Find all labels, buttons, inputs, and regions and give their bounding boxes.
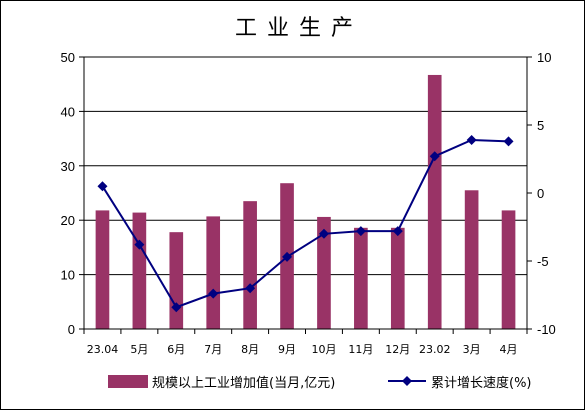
growth-point-8月: [245, 283, 256, 294]
x-tick-label: 7月: [204, 343, 222, 356]
bar-12月: [390, 227, 405, 329]
x-tick-label: 12月: [385, 343, 410, 356]
grid-layer: [84, 56, 527, 276]
growth-point-7月: [208, 288, 219, 299]
plot-area: [84, 57, 527, 329]
x-tick-label: 23.02: [419, 343, 451, 356]
y-right-tick-label: 10: [537, 50, 551, 65]
legend-label-line: 累计增长速度(%): [431, 375, 532, 391]
growth-point-10月: [318, 228, 329, 239]
bar-10月: [317, 216, 331, 329]
growth-line: [101, 138, 509, 309]
growth-point-4月: [503, 136, 514, 147]
growth-point-9月: [282, 251, 293, 262]
growth-point-12月: [392, 226, 403, 237]
bar-23.02: [427, 74, 442, 330]
x-tick-label: 10月: [311, 343, 336, 356]
line-series: [97, 134, 514, 313]
y-left-tick-label: 50: [61, 50, 75, 65]
chart-title: 工业生产: [235, 16, 363, 41]
growth-point-11月: [355, 226, 366, 237]
growth-point-3月: [466, 134, 477, 145]
axes-layer: [79, 56, 532, 334]
x-tick-label: 4月: [500, 343, 518, 356]
legend-label-bar: 规模以上工业增加值(当月,亿元): [152, 375, 335, 391]
bar-5月: [132, 212, 147, 329]
x-tick-label: 11月: [348, 343, 373, 356]
x-tick-label: 23.04: [87, 343, 119, 356]
legend-marker-icon: [402, 376, 412, 386]
y-left-tick-label: 30: [61, 159, 75, 174]
tick-labels: 0 10 20 30 40 50 -10 -5 0 5 10 23.04 5月 6月 7月 8月 9月 10月 11…: [61, 50, 556, 356]
x-tick-label: 6月: [167, 343, 185, 356]
x-tick-label: 5月: [130, 343, 148, 356]
x-tick-label: 8月: [241, 343, 259, 356]
growth-point-23.02: [429, 151, 440, 162]
y-right-tick-label: 0: [537, 186, 544, 201]
bar-4月: [501, 210, 516, 329]
growth-point-6月: [171, 302, 182, 313]
y-right-tick-label: -5: [537, 254, 549, 269]
bar-3月: [464, 190, 479, 329]
y-left-tick-label: 0: [68, 322, 75, 337]
bar-6月: [169, 232, 184, 329]
bar-7月: [206, 216, 221, 329]
x-tick-label: 9月: [278, 343, 296, 356]
bar-23.04: [95, 210, 110, 329]
y-right-tick-label: -10: [537, 322, 556, 337]
x-tick-label: 3月: [463, 343, 481, 356]
legend: 规模以上工业增加值(当月,亿元) 累计增长速度(%): [108, 375, 532, 391]
y-left-tick-label: 40: [61, 104, 75, 119]
y-left-tick-label: 20: [61, 213, 75, 228]
growth-point-23.04: [97, 181, 108, 192]
bar-11月: [354, 227, 368, 329]
y-left-tick-label: 10: [61, 268, 75, 283]
bar-8月: [243, 201, 257, 329]
growth-point-5月: [134, 239, 145, 250]
y-right-tick-label: 5: [537, 118, 544, 133]
legend-swatch-bar: [108, 375, 148, 388]
